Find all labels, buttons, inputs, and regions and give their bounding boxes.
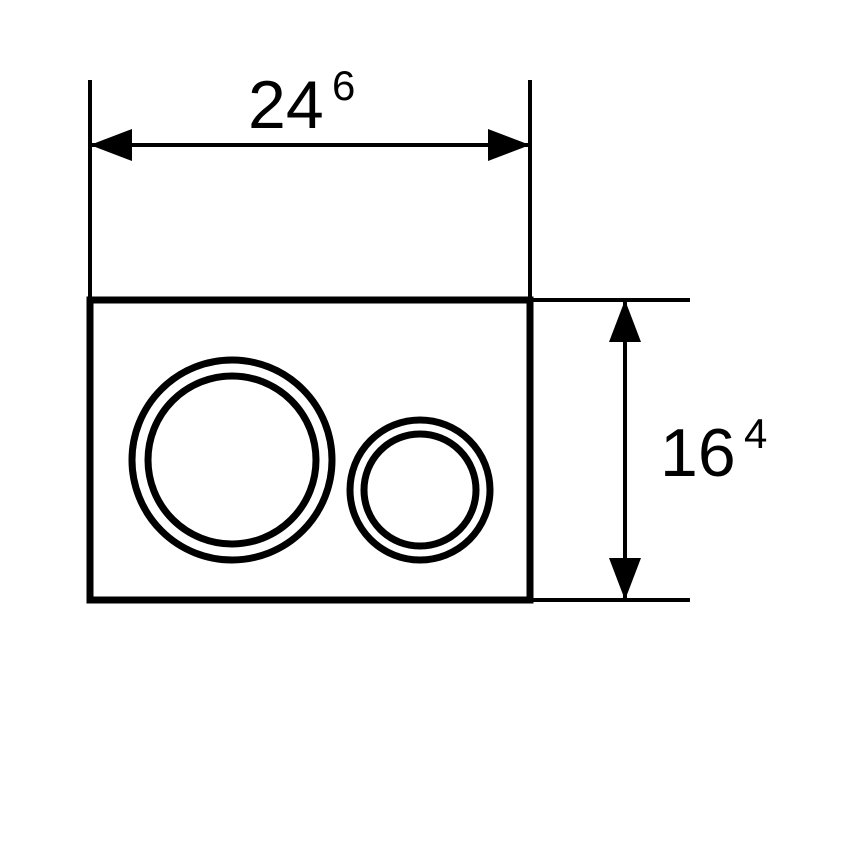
- dim-width-arrow-right: [488, 129, 530, 161]
- button-small-inner: [364, 434, 476, 546]
- dim-height-arrow-top: [609, 300, 641, 342]
- dim-width-label: 24: [248, 67, 324, 143]
- dim-height-label: 16: [660, 415, 736, 491]
- button-small-outer: [350, 420, 490, 560]
- dim-width-arrow-left: [90, 129, 132, 161]
- dim-width-label-sup: 6: [332, 62, 355, 109]
- button-large-outer: [132, 360, 332, 560]
- dim-height-arrow-bottom: [609, 558, 641, 600]
- button-large-inner: [148, 376, 316, 544]
- dim-height-label-sup: 4: [744, 410, 767, 457]
